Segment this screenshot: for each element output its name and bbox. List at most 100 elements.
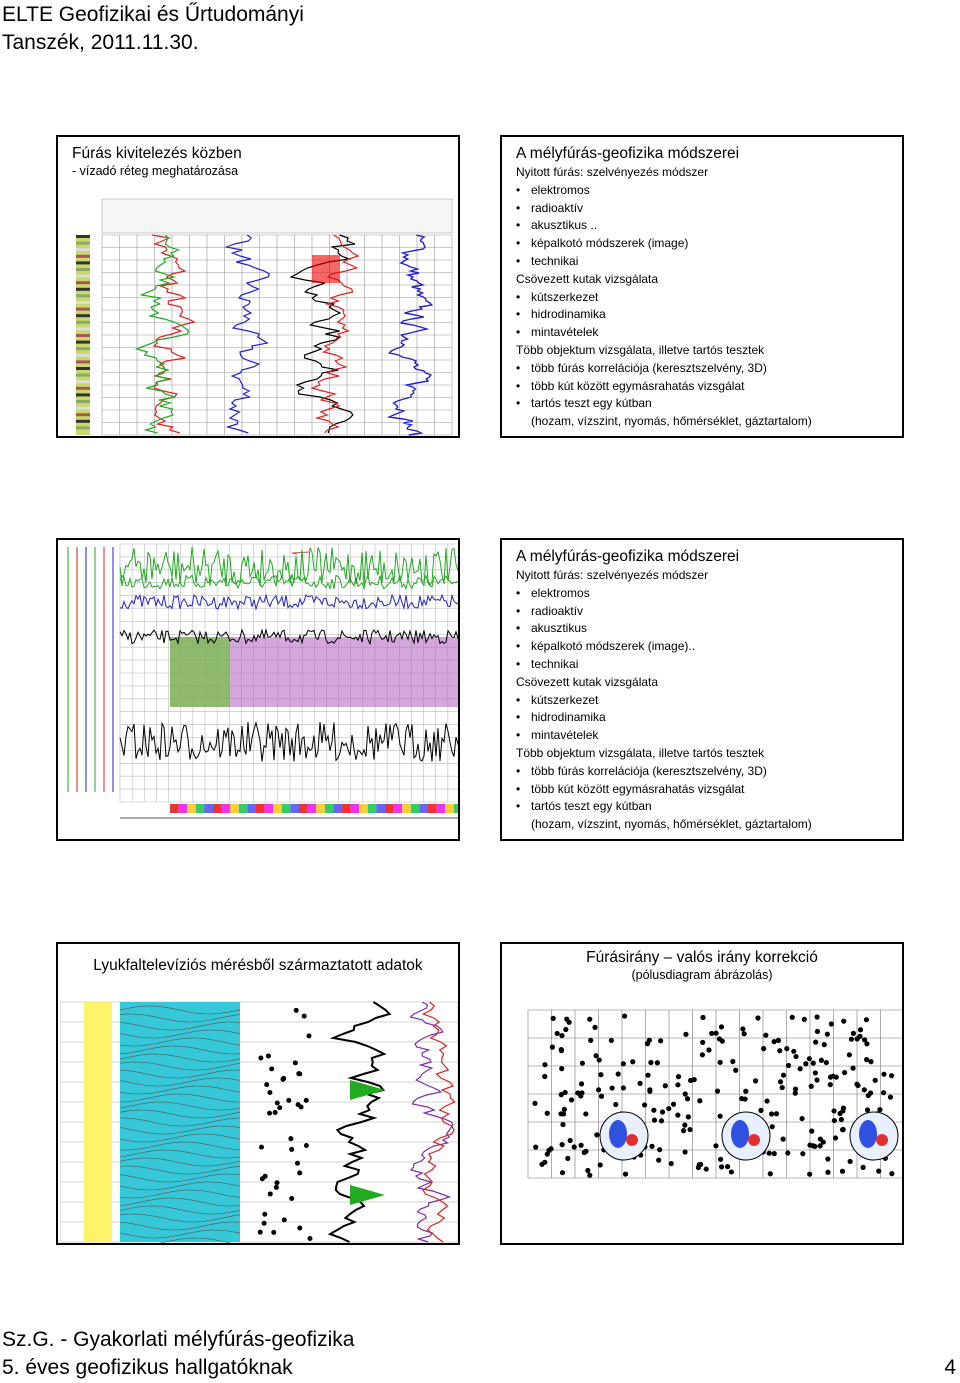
pole-point bbox=[716, 1036, 723, 1042]
slide: A mélyfúrás-geofizika módszerei Nyitott … bbox=[500, 135, 904, 438]
pole-point bbox=[688, 1077, 694, 1084]
pole-point bbox=[559, 1066, 565, 1072]
pole-point bbox=[889, 1171, 895, 1177]
pole-point bbox=[863, 1017, 870, 1023]
tadpole bbox=[272, 1109, 278, 1115]
pole-point bbox=[598, 1093, 605, 1099]
pole-point bbox=[581, 1149, 587, 1156]
pole-point bbox=[598, 1072, 604, 1078]
pole-point bbox=[847, 1158, 853, 1165]
log-curve bbox=[119, 547, 458, 587]
pole-point bbox=[680, 1128, 687, 1134]
pole-point bbox=[767, 1171, 773, 1177]
pole-point bbox=[559, 1142, 565, 1148]
tadpole bbox=[306, 1033, 312, 1039]
pole-point bbox=[713, 1143, 719, 1149]
pole-point bbox=[675, 1082, 681, 1088]
lithology-band bbox=[76, 287, 90, 291]
slide-title: Fúrásirány – valós irány korrekció bbox=[586, 949, 818, 966]
lithology-band bbox=[76, 281, 90, 285]
pole-point bbox=[675, 1112, 681, 1118]
pole-point bbox=[771, 1151, 777, 1157]
highlight bbox=[312, 255, 340, 283]
pole-point bbox=[596, 1057, 602, 1063]
depth-band bbox=[453, 804, 458, 813]
depth-band bbox=[221, 804, 231, 813]
list-item: radioaktív bbox=[516, 201, 583, 215]
tadpole bbox=[277, 1105, 283, 1111]
pole-point bbox=[881, 1090, 887, 1096]
pole-point bbox=[550, 1015, 556, 1021]
pole-point bbox=[775, 1037, 782, 1043]
pole-point bbox=[850, 1030, 857, 1036]
pole-point bbox=[764, 1098, 770, 1104]
lithology-band bbox=[76, 347, 90, 351]
list-heading: Több objektum vizsgálata, illetve tartós… bbox=[516, 746, 765, 760]
pole-point bbox=[662, 1083, 668, 1089]
lithology-band bbox=[76, 413, 90, 417]
lithology-band bbox=[76, 373, 90, 377]
pole-point bbox=[654, 1060, 660, 1066]
lithology-band bbox=[76, 294, 90, 298]
lithology-band bbox=[76, 334, 90, 337]
log-curve bbox=[119, 593, 458, 611]
depth-band bbox=[281, 804, 291, 813]
pole-point bbox=[587, 1172, 593, 1178]
tadpole bbox=[258, 1144, 264, 1150]
pole-point bbox=[592, 1024, 598, 1030]
pole-point bbox=[560, 1111, 567, 1117]
list-item: képalkotó módszerek (image) bbox=[516, 236, 688, 250]
tadpole bbox=[281, 1217, 287, 1223]
pole-point bbox=[703, 1166, 709, 1172]
lithology-band bbox=[76, 241, 90, 245]
sinusoid bbox=[119, 1125, 241, 1135]
tadpole bbox=[303, 1143, 309, 1149]
list-item: elektromos bbox=[516, 183, 590, 197]
list-item: hidrodinamika bbox=[516, 307, 606, 321]
pole-point bbox=[575, 1090, 581, 1096]
pole-point bbox=[785, 1062, 792, 1069]
log-curve bbox=[291, 551, 310, 555]
depth-band bbox=[213, 804, 222, 813]
header-line: Tanszék, 2011.11.30. bbox=[2, 31, 199, 54]
pole-point bbox=[647, 1087, 653, 1093]
slide-subtitle: (pólusdiagram ábrázolás) bbox=[631, 968, 773, 982]
pole-point bbox=[814, 1028, 821, 1035]
pole-point bbox=[648, 1059, 654, 1066]
density-blob bbox=[609, 1120, 627, 1148]
pole-point bbox=[850, 1065, 856, 1071]
pole-point bbox=[773, 1111, 780, 1117]
pole-point bbox=[583, 1111, 589, 1117]
pole-point bbox=[741, 1031, 747, 1037]
pole-point bbox=[840, 1105, 847, 1111]
list-item: hidrodinamika bbox=[516, 710, 606, 724]
depth-band bbox=[256, 804, 265, 813]
depth-band bbox=[445, 804, 454, 813]
pole-point bbox=[658, 1038, 664, 1044]
sinusoid bbox=[119, 1189, 241, 1199]
pole-point bbox=[549, 1044, 555, 1050]
pole-point bbox=[861, 1087, 867, 1093]
pole-point bbox=[585, 1167, 591, 1174]
log-curve bbox=[409, 1001, 454, 1243]
pole-point bbox=[700, 1039, 706, 1045]
pole-point bbox=[743, 1088, 749, 1094]
pole-point bbox=[821, 1042, 827, 1048]
list-heading: Nyitott fúrás: szelvényezés módszer bbox=[516, 165, 709, 179]
depth-band bbox=[385, 804, 394, 813]
depth-band bbox=[333, 804, 342, 813]
pole-point bbox=[562, 1089, 568, 1096]
tadpole bbox=[301, 1013, 307, 1019]
pole-point bbox=[824, 1031, 830, 1037]
list-item: (hozam, vízszint, nyomás, hőmérséklet, g… bbox=[531, 414, 812, 429]
slide-title: A mélyfúrás-geofizika módszerei bbox=[516, 145, 740, 162]
depth-band bbox=[290, 804, 299, 813]
pole-point bbox=[609, 1085, 615, 1091]
pole-point bbox=[544, 1110, 550, 1116]
lithology-band bbox=[76, 268, 90, 271]
depth-band bbox=[428, 804, 437, 813]
pole-point bbox=[864, 1057, 870, 1063]
list-item: technikai bbox=[516, 254, 578, 268]
sinusoid bbox=[119, 1141, 241, 1151]
depth-band bbox=[204, 804, 213, 813]
